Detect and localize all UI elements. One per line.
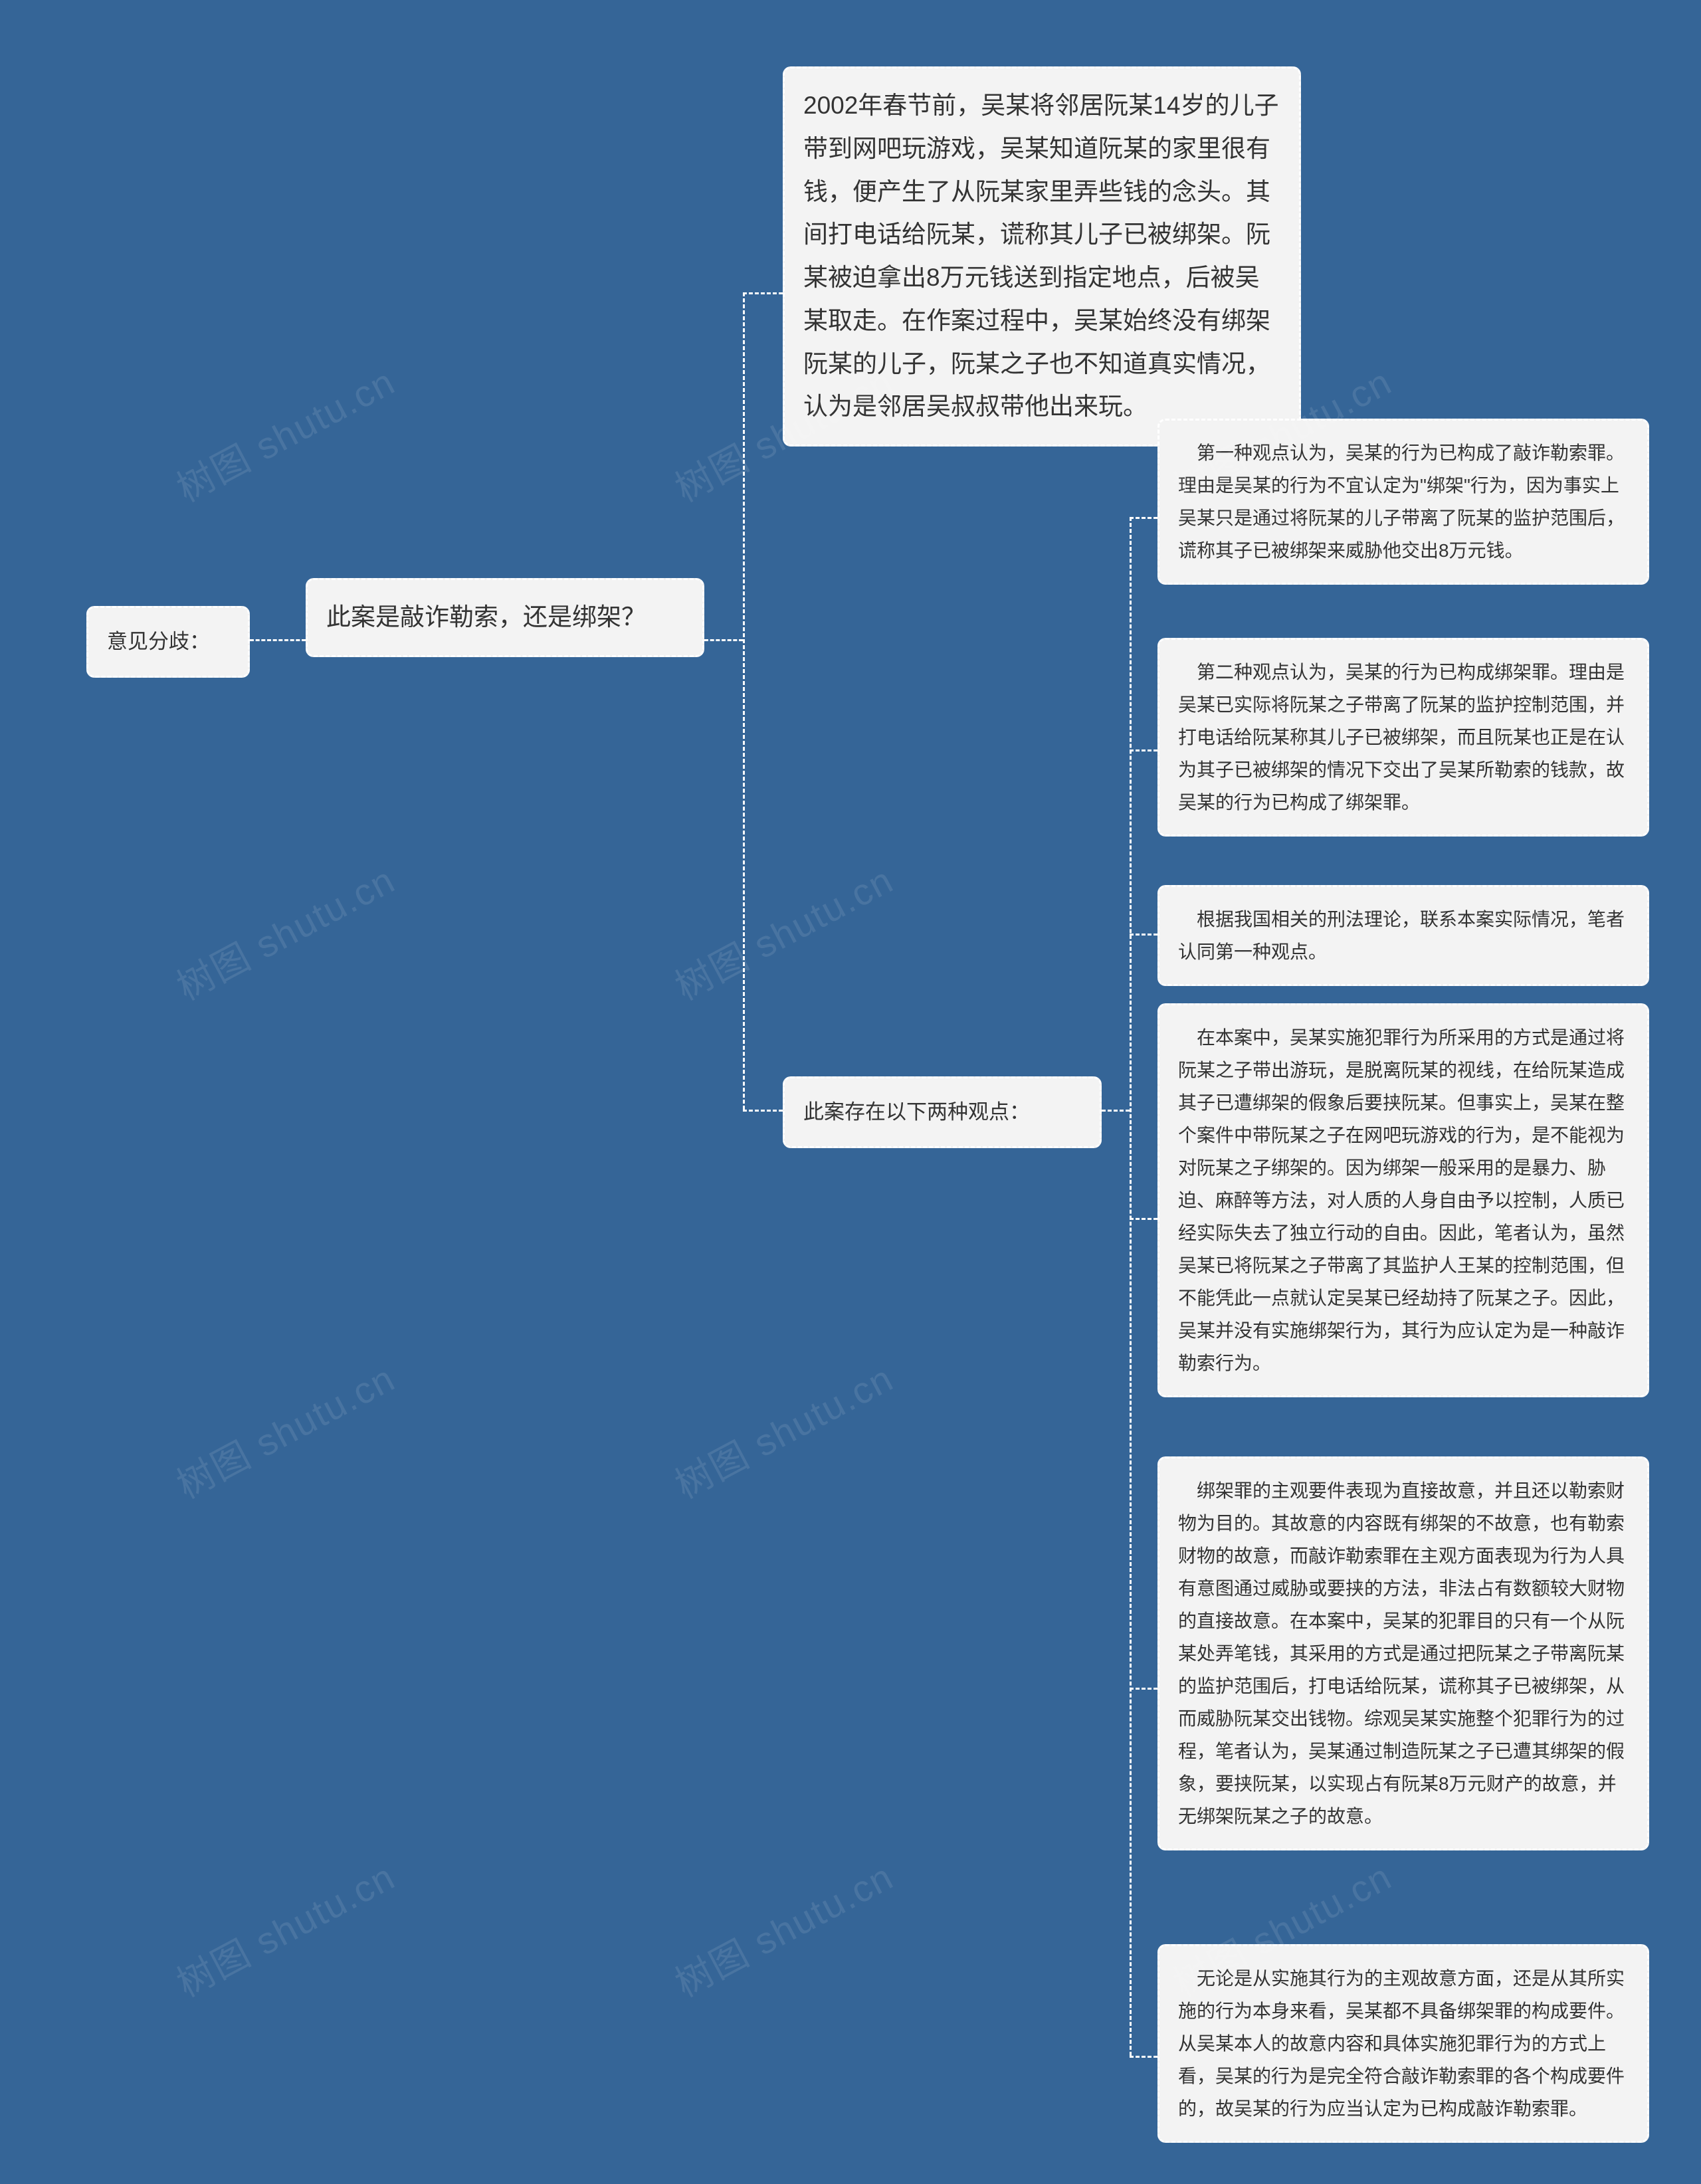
center-node: 此案是敲诈勒索，还是绑架？ [306,578,704,657]
leaf-node-6: 无论是从实施其行为的主观故意方面，还是从其所实施的行为本身来看，吴某都不具备绑架… [1157,1944,1649,2143]
leaf-text-5: 绑架罪的主观要件表现为直接故意，并且还以勒索财物为目的。其故意的内容既有绑架的不… [1178,1480,1625,1827]
edge-to-leaf3 [1130,934,1157,936]
edge-to-leaf6 [1130,2056,1157,2058]
case-facts-node: 2002年春节前，吴某将邻居阮某14岁的儿子带到网吧玩游戏，吴某知道阮某的家里很… [783,66,1301,447]
root-text: 意见分歧： [107,630,210,653]
leaf-node-2: 第二种观点认为，吴某的行为已构成绑架罪。理由是吴某已实际将阮某之子带离了阮某的监… [1157,638,1649,837]
edge-to-two-views [743,1110,783,1112]
edge-views-stub [1102,1110,1130,1112]
watermark-text: 树图 shutu.cn [166,1847,403,2007]
watermark-text: 树图 shutu.cn [664,1349,902,1509]
edge-root-center [250,639,306,641]
two-views-node: 此案存在以下两种观点： [783,1076,1102,1148]
edge-center-stub [704,639,743,641]
leaf-text-3: 根据我国相关的刑法理论，联系本案实际情况，笔者认同第一种观点。 [1178,909,1625,962]
edge-to-case-facts [743,292,783,294]
leaf-text-4: 在本案中，吴某实施犯罪行为所采用的方式是通过将阮某之子带出游玩，是脱离阮某的视线… [1178,1027,1625,1373]
watermark-text: 树图 shutu.cn [664,850,902,1011]
edge-to-leaf5 [1130,1688,1157,1690]
center-text: 此案是敲诈勒索，还是绑架？ [326,603,646,631]
leaf-node-1: 第一种观点认为，吴某的行为已构成了敲诈勒索罪。理由是吴某的行为不宜认定为"绑架"… [1157,419,1649,585]
leaf-node-5: 绑架罪的主观要件表现为直接故意，并且还以勒索财物为目的。其故意的内容既有绑架的不… [1157,1456,1649,1850]
edge-to-leaf2 [1130,749,1157,751]
watermark-text: 树图 shutu.cn [664,1847,902,2007]
edge-to-leaf4 [1130,1218,1157,1220]
watermark-text: 树图 shutu.cn [166,352,403,512]
edge-center-trunk [743,292,745,1110]
leaf-node-3: 根据我国相关的刑法理论，联系本案实际情况，笔者认同第一种观点。 [1157,885,1649,986]
case-facts-text: 2002年春节前，吴某将邻居阮某14岁的儿子带到网吧玩游戏，吴某知道阮某的家里很… [803,92,1278,420]
edge-views-trunk [1130,517,1132,2056]
root-node: 意见分歧： [86,606,250,678]
leaf-text-2: 第二种观点认为，吴某的行为已构成绑架罪。理由是吴某已实际将阮某之子带离了阮某的监… [1178,662,1625,813]
watermark-text: 树图 shutu.cn [166,850,403,1011]
two-views-text: 此案存在以下两种观点： [803,1100,1030,1124]
edge-to-leaf1 [1130,517,1157,519]
leaf-text-6: 无论是从实施其行为的主观故意方面，还是从其所实施的行为本身来看，吴某都不具备绑架… [1178,1968,1625,2119]
leaf-node-4: 在本案中，吴某实施犯罪行为所采用的方式是通过将阮某之子带出游玩，是脱离阮某的视线… [1157,1003,1649,1397]
watermark-text: 树图 shutu.cn [166,1349,403,1509]
leaf-text-1: 第一种观点认为，吴某的行为已构成了敲诈勒索罪。理由是吴某的行为不宜认定为"绑架"… [1178,443,1625,561]
